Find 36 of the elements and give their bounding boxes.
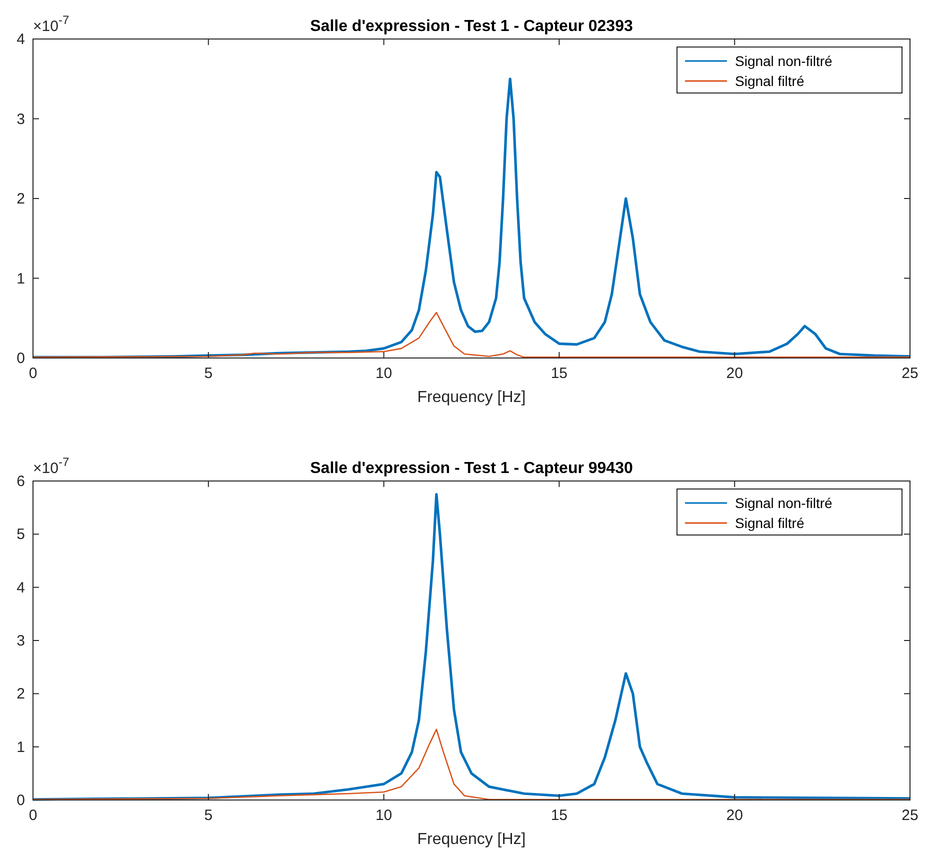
legend-label: Signal filtré [735,73,804,89]
y-tick-label: 2 [16,686,25,703]
x-tick-label: 5 [204,365,213,382]
y-tick-label: 4 [16,579,25,596]
x-tick-label: 20 [726,807,743,824]
y-tick-label: 2 [16,190,25,208]
y-tick-label: 6 [16,473,25,490]
x-tick-label: 10 [375,365,392,382]
y-tick-label: 1 [16,270,25,288]
y-tick-label: 0 [16,792,25,809]
y-tick-label: 3 [16,632,25,650]
y-tick-label: 5 [16,526,25,544]
legend-label: Signal filtré [735,515,804,531]
y-tick-label: 0 [16,350,25,367]
line-series [32,312,911,358]
text: ×10$^{-7}$ [33,455,70,477]
chart-title: Salle d'expression - Test 1 - Capteur 02393 [310,18,633,35]
x-axis-title: Frequency [Hz] [417,831,526,848]
chart-title: Salle d'expression - Test 1 - Capteur 99430 [310,460,633,477]
line-series [32,728,911,800]
y-tick-label: 4 [16,31,25,48]
y-tick-label: 3 [16,110,25,128]
text: ×10$^{-7}$ [33,13,70,35]
x-tick-label: 15 [550,807,568,824]
legend-label: Signal non-filtré [735,495,832,511]
x-tick-label: 15 [550,365,568,382]
x-tick-label: 25 [902,365,918,382]
x-axis-title: Frequency [Hz] [417,389,526,406]
x-tick-label: 10 [375,807,392,824]
x-tick-label: 20 [726,365,743,382]
x-tick-label: 0 [28,365,38,382]
x-tick-label: 0 [28,807,38,824]
x-tick-label: 25 [902,807,918,824]
y-tick-label: 1 [16,738,25,756]
x-tick-label: 5 [204,807,213,824]
legend-label: Signal non-filtré [735,53,832,69]
